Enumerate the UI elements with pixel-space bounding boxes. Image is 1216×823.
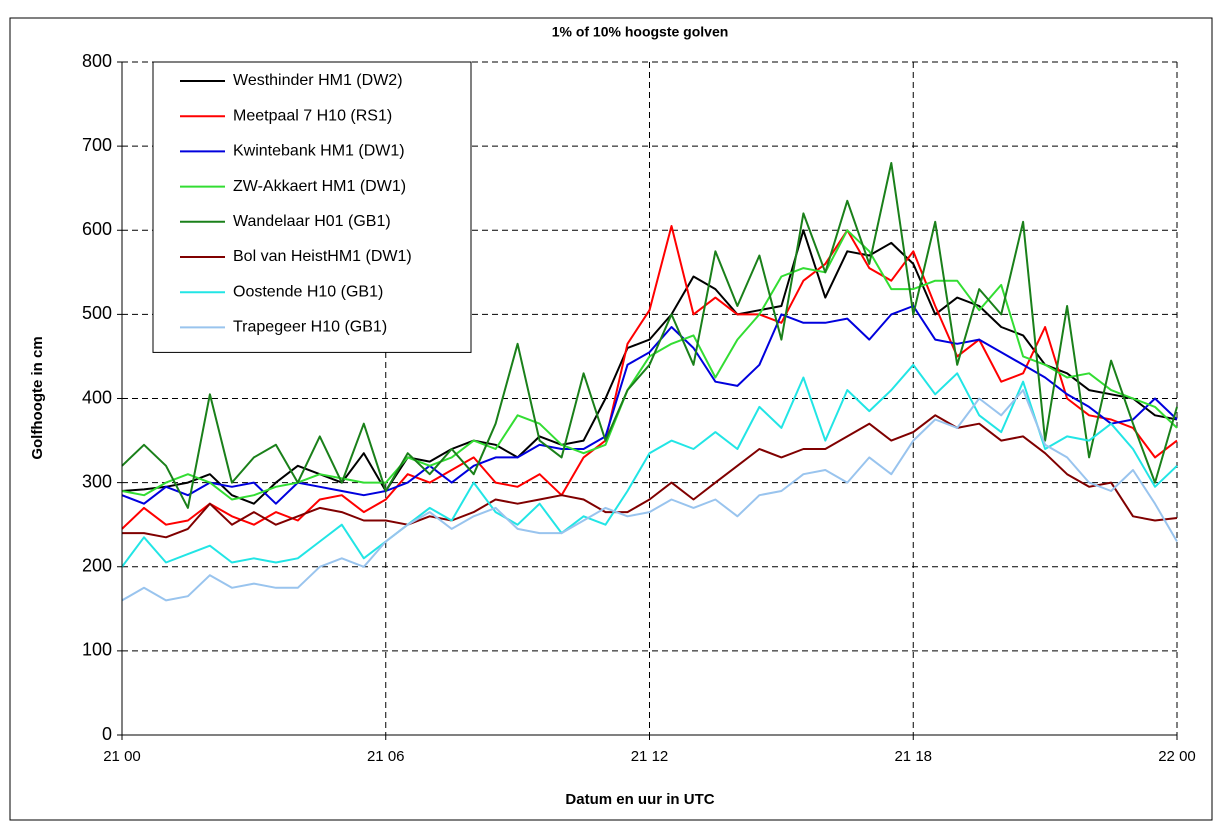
series-line xyxy=(122,414,1178,539)
chart-frame xyxy=(9,17,1213,821)
series-line xyxy=(121,162,1178,509)
legend-label: Oostende H10 (GB1) xyxy=(233,283,383,300)
y-tick-label: 400 xyxy=(82,387,112,407)
y-tick-label: 100 xyxy=(82,640,112,660)
y-tick-label: 0 xyxy=(102,724,112,744)
x-tick-label: 21 00 xyxy=(103,748,141,765)
legend-label: Bol van HeistHM1 (DW1) xyxy=(233,248,412,265)
chart-title: 1% of 10% hoogste golven xyxy=(552,24,729,40)
x-tick-label: 21 18 xyxy=(894,748,932,765)
x-tick-label: 22 00 xyxy=(1158,748,1196,765)
legend-label: Meetpaal 7 H10 (RS1) xyxy=(233,107,392,124)
legend-label: Westhinder HM1 (DW2) xyxy=(233,72,403,89)
legend-label: Trapegeer H10 (GB1) xyxy=(233,319,387,336)
x-axis-label: Datum en uur in UTC xyxy=(565,791,714,808)
y-axis-label: Golfhoogte in cm xyxy=(29,336,46,459)
series-line xyxy=(121,363,1178,568)
series-line xyxy=(121,389,1178,602)
series-line xyxy=(121,229,1178,505)
y-tick-label: 300 xyxy=(82,471,112,491)
y-tick-label: 800 xyxy=(82,51,112,71)
x-tick-label: 21 06 xyxy=(367,748,405,765)
series-line xyxy=(121,225,1178,530)
y-tick-label: 500 xyxy=(82,303,112,323)
legend-label: Wandelaar H01 (GB1) xyxy=(233,213,391,230)
y-tick-label: 600 xyxy=(82,219,112,239)
y-tick-label: 700 xyxy=(82,135,112,155)
y-tick-label: 200 xyxy=(82,556,112,576)
legend-label: ZW-Akkaert HM1 (DW1) xyxy=(233,178,406,195)
legend xyxy=(152,61,472,353)
x-tick-label: 21 12 xyxy=(631,748,669,765)
legend-label: Kwintebank HM1 (DW1) xyxy=(233,143,405,160)
